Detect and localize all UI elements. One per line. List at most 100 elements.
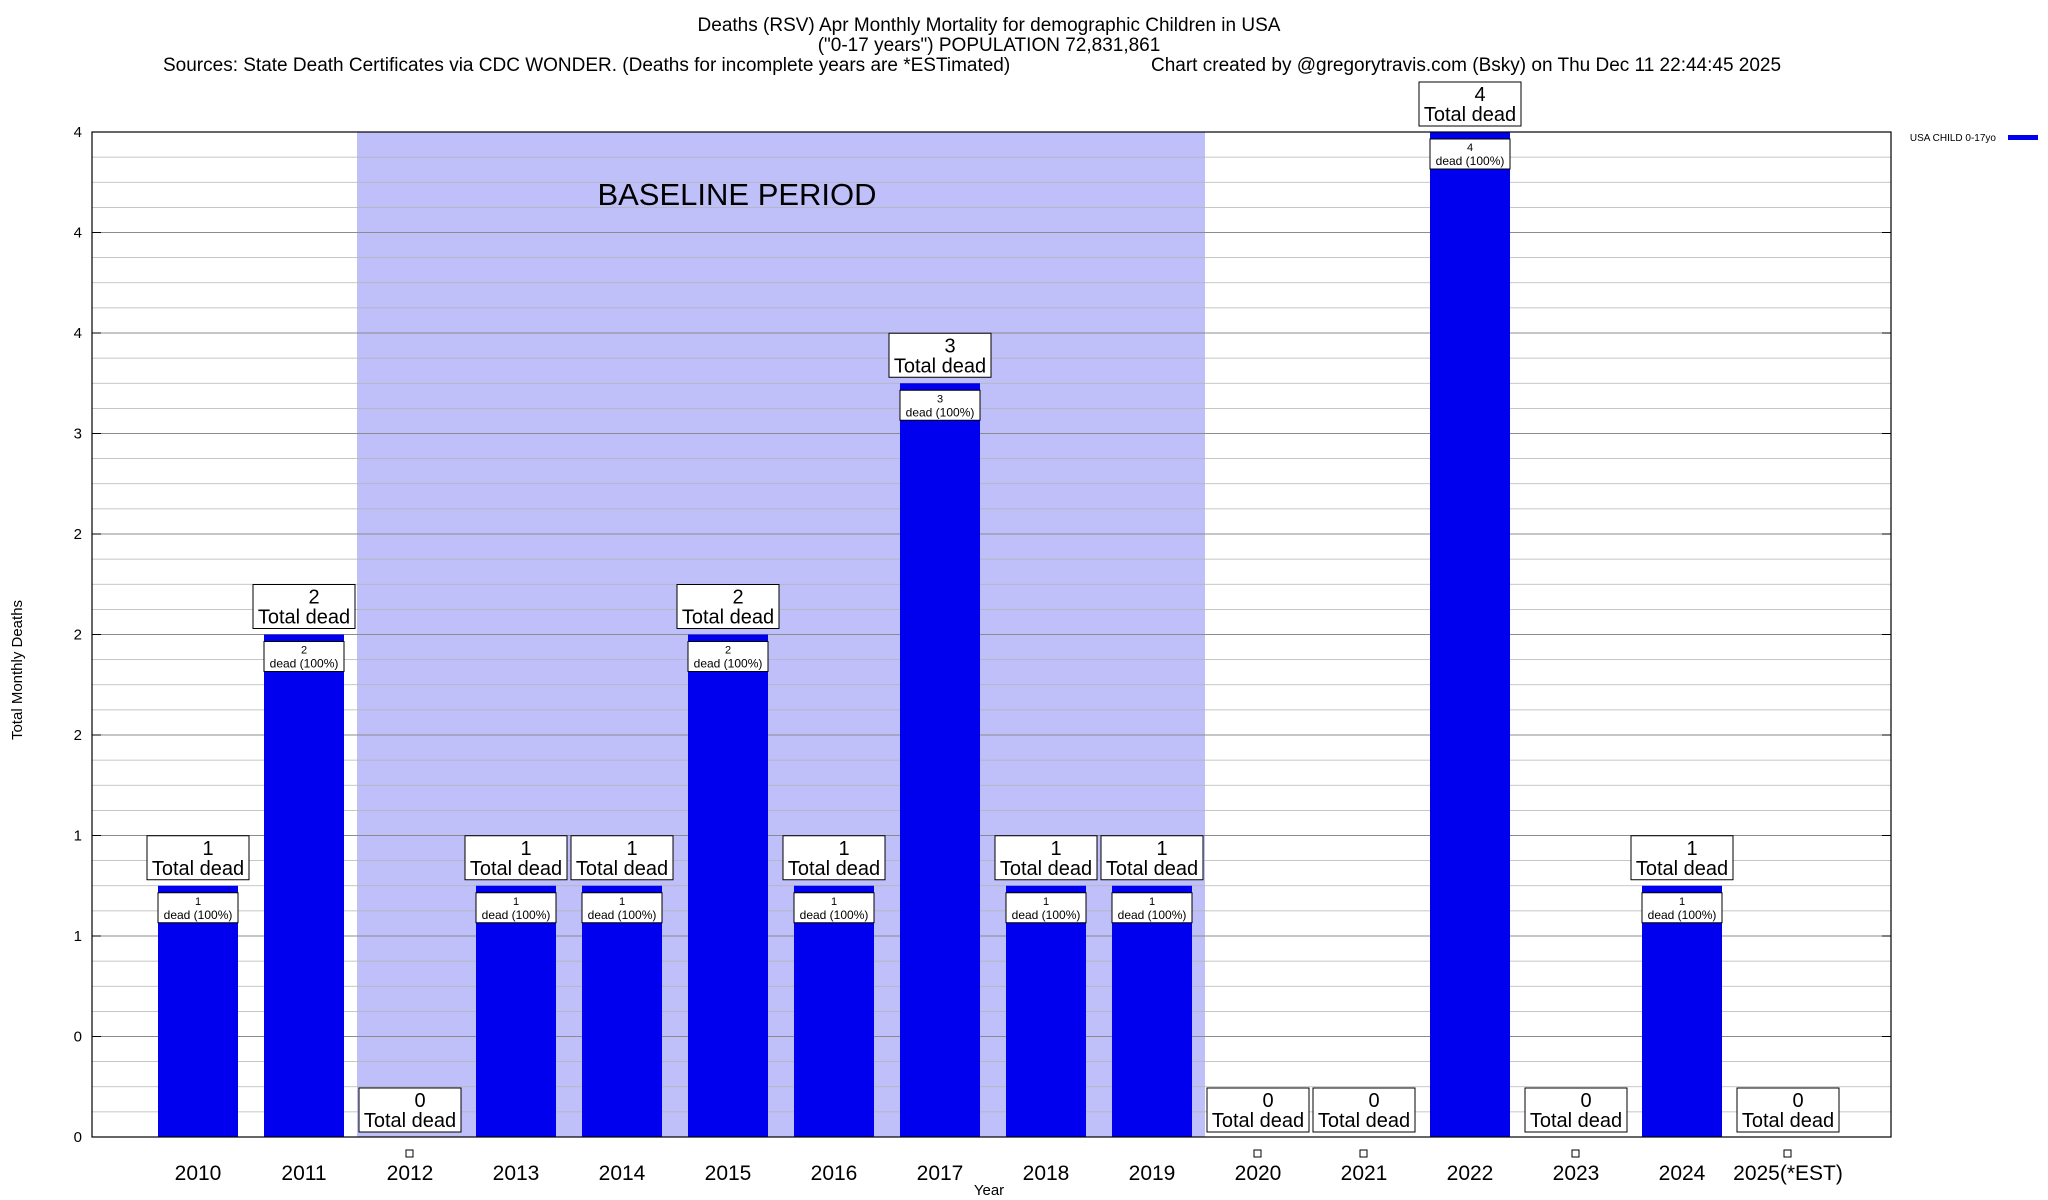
baseline-period-label: BASELINE PERIOD <box>597 177 876 212</box>
total-value-label: 3 <box>944 335 955 357</box>
inbar-label-box <box>157 892 239 924</box>
inbar-dead-label: dead (100%) <box>1436 154 1505 168</box>
x-tick-label: 2013 <box>493 1162 540 1185</box>
x-tick-label: 2017 <box>917 1162 964 1185</box>
total-value-label: 1 <box>1156 838 1167 860</box>
zero-marker <box>405 1149 414 1158</box>
inbar-dead-label: dead (100%) <box>1118 908 1187 922</box>
zero-marker <box>1359 1149 1368 1158</box>
total-dead-label: Total dead <box>1212 1110 1304 1132</box>
zero-marker <box>1783 1149 1792 1158</box>
inbar-value-label: 1 <box>1043 896 1049 908</box>
y-tick-label: 4 <box>74 225 82 242</box>
inbar-label-box <box>1641 892 1723 924</box>
total-label-box <box>1100 835 1204 881</box>
x-tick-label: 2025(*EST) <box>1733 1162 1843 1185</box>
total-dead-label: Total dead <box>1106 858 1198 880</box>
inbar-value-label: 1 <box>195 896 201 908</box>
total-label-box <box>1630 835 1734 881</box>
y-tick-label: 1 <box>74 928 82 945</box>
total-value-label: 2 <box>732 587 743 609</box>
legend: USA CHILD 0-17yo <box>1910 133 2038 144</box>
y-tick-label: 2 <box>74 526 82 543</box>
x-tick-label: 2024 <box>1659 1162 1706 1185</box>
total-label-box <box>888 332 992 378</box>
bar <box>476 885 556 1137</box>
total-label-box <box>252 584 356 629</box>
inbar-value-label: 1 <box>619 896 625 908</box>
inbar-label-box <box>581 892 663 924</box>
bar <box>158 885 238 1137</box>
inbar-dead-label: dead (100%) <box>1648 908 1717 922</box>
inbar-label-box <box>687 641 769 672</box>
plot-border <box>91 131 1892 1138</box>
bar <box>900 383 980 1137</box>
inbar-value-label: 2 <box>725 645 731 657</box>
inbar-value-label: 4 <box>1467 142 1473 154</box>
total-dead-label: Total dead <box>1318 1110 1410 1132</box>
total-dead-label: Total dead <box>1742 1110 1834 1132</box>
x-tick-label: 2022 <box>1447 1162 1494 1185</box>
x-tick-label: 2018 <box>1023 1162 1070 1185</box>
y-tick-label: 2 <box>74 627 82 644</box>
chart-title-line-2: ("0-17 years") POPULATION 72,831,861 <box>818 35 1161 56</box>
x-tick-label: 2015 <box>705 1162 752 1185</box>
zero-marker <box>1253 1149 1262 1158</box>
inbar-dead-label: dead (100%) <box>270 657 339 671</box>
chart-sources-text: Sources: State Death Certificates via CD… <box>163 55 1010 76</box>
total-dead-label: Total dead <box>682 607 774 629</box>
y-tick-label: 0 <box>74 1029 82 1046</box>
bar <box>1642 885 1722 1137</box>
legend-swatch <box>2008 135 2038 140</box>
inbar-label-box <box>1111 892 1193 924</box>
bar <box>1430 132 1510 1137</box>
y-tick-label: 3 <box>74 426 82 443</box>
inbar-dead-label: dead (100%) <box>1012 908 1081 922</box>
total-dead-label: Total dead <box>1636 858 1728 880</box>
total-dead-label: Total dead <box>1000 858 1092 880</box>
inbar-dead-label: dead (100%) <box>800 908 869 922</box>
total-label-box <box>1736 1087 1840 1133</box>
total-label-box <box>464 835 568 881</box>
total-dead-label: Total dead <box>364 1110 456 1132</box>
total-value-label: 1 <box>626 838 637 860</box>
inbar-label-box <box>793 892 875 924</box>
total-dead-label: Total dead <box>894 355 986 377</box>
total-label-box <box>1524 1087 1628 1133</box>
total-value-label: 1 <box>202 838 213 860</box>
zero-marker <box>1571 1149 1580 1158</box>
x-tick-label: 2016 <box>811 1162 858 1185</box>
total-value-label: 0 <box>1368 1090 1379 1112</box>
total-value-label: 1 <box>838 838 849 860</box>
x-axis-label: Year <box>974 1182 1004 1199</box>
inbar-label-box <box>1429 138 1511 170</box>
total-label-box <box>1312 1087 1416 1133</box>
inbar-value-label: 1 <box>513 896 519 908</box>
inbar-dead-label: dead (100%) <box>588 908 657 922</box>
y-tick-label: 2 <box>74 727 82 744</box>
total-value-label: 0 <box>1262 1090 1273 1112</box>
total-value-label: 0 <box>1792 1090 1803 1112</box>
total-dead-label: Total dead <box>1530 1110 1622 1132</box>
y-tick-label: 0 <box>74 1129 82 1146</box>
x-tick-label: 2021 <box>1341 1162 1388 1185</box>
x-tick-label: 2010 <box>175 1162 222 1185</box>
bar <box>264 634 344 1137</box>
total-value-label: 2 <box>308 587 319 609</box>
inbar-dead-label: dead (100%) <box>694 657 763 671</box>
inbar-dead-label: dead (100%) <box>906 405 975 419</box>
inbar-value-label: 3 <box>937 393 943 405</box>
inbar-label-box <box>475 892 557 924</box>
total-label-box <box>782 835 886 881</box>
total-dead-label: Total dead <box>788 858 880 880</box>
x-tick-label: 2020 <box>1235 1162 1282 1185</box>
total-label-box <box>676 584 780 629</box>
total-value-label: 1 <box>520 838 531 860</box>
bar <box>688 634 768 1137</box>
legend-label: USA CHILD 0-17yo <box>1910 133 1997 144</box>
total-value-label: 0 <box>414 1090 425 1112</box>
total-label-box <box>570 835 674 881</box>
y-tick-label: 4 <box>74 325 82 342</box>
inbar-label-box <box>263 641 345 672</box>
